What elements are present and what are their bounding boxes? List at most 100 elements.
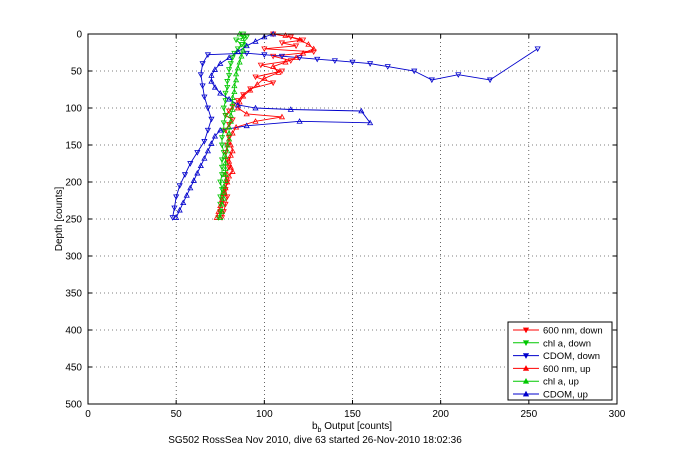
data-point-cdom-up bbox=[261, 33, 268, 40]
data-point-chl-a-up bbox=[218, 200, 226, 207]
data-point-600-nm-up bbox=[282, 58, 289, 65]
data-point-600-nm-down bbox=[278, 40, 286, 47]
data-point-cdom-up bbox=[190, 177, 197, 183]
data-point-chl-a-down bbox=[238, 42, 245, 48]
data-point-chl-a-up bbox=[220, 195, 227, 201]
data-point-chl-a-down bbox=[227, 61, 234, 67]
data-point-cdom-down bbox=[314, 56, 321, 63]
data-point-chl-a-up bbox=[238, 52, 245, 59]
x-tick-label: 300 bbox=[609, 409, 626, 420]
data-point-cdom-up bbox=[208, 140, 215, 146]
data-point-chl-a-up bbox=[217, 214, 224, 220]
data-point-cdom-up bbox=[252, 104, 259, 111]
data-point-chl-a-up bbox=[234, 64, 241, 71]
data-point-cdom-up bbox=[176, 206, 183, 213]
data-point-chl-a-up bbox=[222, 165, 229, 172]
data-point-600-nm-up bbox=[222, 184, 229, 191]
data-point-600-nm-up bbox=[254, 81, 261, 87]
data-point-cdom-down bbox=[384, 64, 391, 70]
y-tick-label: 200 bbox=[65, 178, 82, 189]
data-point-chl-a-down bbox=[225, 67, 233, 73]
data-point-600-nm-down bbox=[270, 53, 277, 60]
y-tick-label: 0 bbox=[76, 30, 82, 41]
data-point-600-nm-up bbox=[282, 32, 289, 38]
data-point-chl-a-up bbox=[220, 189, 227, 195]
data-point-cdom-down bbox=[486, 77, 494, 84]
data-point-cdom-up bbox=[208, 78, 215, 84]
data-point-cdom-down bbox=[204, 127, 211, 134]
data-point-chl-a-up bbox=[222, 153, 229, 160]
data-point-600-nm-down bbox=[218, 215, 226, 221]
data-point-cdom-down bbox=[367, 61, 374, 67]
y-axis-ticks: 0 50 100 150 200 250 300 350 400 450 500 bbox=[65, 30, 617, 411]
data-point-600-nm-up bbox=[252, 118, 259, 124]
data-point-600-nm-up bbox=[217, 202, 224, 209]
data-point-cdom-up bbox=[358, 107, 365, 114]
data-point-600-nm-down bbox=[287, 58, 294, 64]
data-point-cdom-down bbox=[208, 116, 215, 123]
data-point-chl-a-down bbox=[218, 142, 226, 149]
data-point-cdom-up bbox=[225, 95, 233, 102]
data-point-600-nm-up bbox=[240, 92, 247, 99]
data-point-chl-a-up bbox=[225, 129, 233, 136]
data-point-chl-a-down bbox=[215, 215, 222, 221]
data-point-600-nm-down bbox=[300, 37, 307, 44]
data-point-cdom-up bbox=[296, 118, 303, 124]
data-point-chl-a-down bbox=[217, 209, 224, 215]
data-point-600-nm-up bbox=[229, 129, 236, 136]
legend-marker-600-nm-up bbox=[522, 365, 530, 371]
data-point-600-nm-up bbox=[300, 50, 307, 56]
data-point-600-nm-up bbox=[247, 87, 254, 93]
caption-text: SG502 RossSea Nov 2010, dive 63 started … bbox=[168, 435, 462, 446]
data-point-cdom-down bbox=[261, 52, 268, 58]
data-point-cdom-up bbox=[243, 42, 250, 49]
legend-label-cdom-down: CDOM, down bbox=[543, 351, 600, 362]
data-point-600-nm-down bbox=[310, 49, 317, 55]
data-point-cdom-down bbox=[534, 46, 541, 53]
data-point-chl-a-up bbox=[224, 141, 231, 148]
data-point-cdom-up bbox=[197, 162, 204, 169]
data-point-cdom-up bbox=[243, 122, 250, 129]
data-point-cdom-down bbox=[428, 77, 435, 84]
data-point-600-nm-up bbox=[261, 75, 268, 81]
y-tick-label: 150 bbox=[65, 141, 82, 152]
data-point-600-nm-down bbox=[287, 34, 294, 41]
data-point-cdom-up bbox=[211, 66, 219, 72]
data-point-cdom-down bbox=[194, 150, 201, 156]
data-point-cdom-down bbox=[169, 215, 176, 221]
x-tick-label: 150 bbox=[344, 409, 361, 420]
data-point-chl-a-up bbox=[227, 112, 234, 118]
y-tick-label: 400 bbox=[65, 326, 82, 337]
data-point-cdom-down bbox=[199, 83, 206, 90]
data-point-600-nm-up bbox=[215, 208, 222, 214]
data-point-chl-a-up bbox=[224, 147, 231, 154]
data-point-600-nm-up bbox=[227, 163, 234, 170]
y-tick-label: 100 bbox=[65, 104, 82, 115]
data-point-600-nm-down bbox=[229, 104, 236, 110]
data-point-cdom-up bbox=[367, 119, 374, 126]
y-tick-label: 350 bbox=[65, 289, 82, 300]
data-point-cdom-up bbox=[234, 48, 241, 55]
data-point-cdom-up bbox=[194, 169, 201, 176]
y-tick-label: 300 bbox=[65, 252, 82, 263]
data-point-cdom-down bbox=[278, 53, 286, 60]
data-point-cdom-up bbox=[252, 38, 259, 44]
data-point-cdom-down bbox=[176, 183, 183, 189]
data-point-600-nm-down bbox=[225, 135, 233, 141]
series-line-cdom-up bbox=[175, 33, 372, 218]
data-point-cdom-down bbox=[349, 59, 356, 66]
legend-label-600-nm-up: 600 nm, up bbox=[543, 364, 591, 375]
x-tick-label: 100 bbox=[256, 409, 273, 420]
data-point-cdom-down bbox=[296, 55, 303, 61]
data-point-chl-a-up bbox=[229, 106, 236, 112]
data-point-600-nm-down bbox=[257, 62, 264, 69]
x-tick-label: 0 bbox=[85, 409, 91, 420]
data-point-600-nm-up bbox=[243, 110, 250, 117]
data-point-cdom-up bbox=[234, 101, 241, 108]
data-point-cdom-down bbox=[181, 172, 189, 178]
data-point-chl-a-up bbox=[233, 70, 240, 77]
data-point-chl-a-down bbox=[220, 127, 227, 134]
data-point-chl-a-up bbox=[229, 100, 236, 106]
legend-marker-cdom-up bbox=[522, 390, 530, 397]
